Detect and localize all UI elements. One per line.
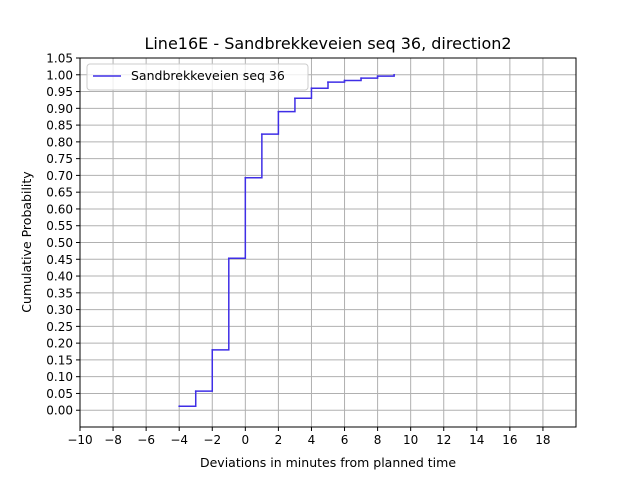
x-tick-label: 6 bbox=[341, 433, 349, 447]
data-point bbox=[194, 390, 197, 393]
y-tick-label: 0.60 bbox=[46, 202, 73, 216]
legend: Sandbrekkeveien seq 36 bbox=[86, 63, 309, 91]
data-point bbox=[327, 81, 329, 84]
y-tick-label: 0.45 bbox=[46, 253, 73, 267]
x-tick-label: 18 bbox=[535, 433, 550, 447]
x-tick-label: 4 bbox=[308, 433, 316, 447]
data-point bbox=[360, 77, 362, 80]
y-tick-label: 0.90 bbox=[46, 102, 73, 116]
y-tick-label: 0.85 bbox=[46, 119, 73, 133]
x-tick-label: −2 bbox=[203, 433, 221, 447]
series-lines bbox=[178, 73, 396, 408]
x-tick-label: 0 bbox=[242, 433, 250, 447]
x-tick-label: 10 bbox=[403, 433, 418, 447]
y-tick-label: 0.65 bbox=[46, 186, 73, 200]
y-tick-label: 0.50 bbox=[46, 236, 73, 250]
y-tick-label: 0.10 bbox=[46, 370, 73, 384]
y-tick-label: 0.35 bbox=[46, 286, 73, 300]
y-tick-label: 0.55 bbox=[46, 219, 73, 233]
x-tick-label: 8 bbox=[374, 433, 382, 447]
data-point bbox=[244, 176, 247, 179]
y-tick-label: 0.30 bbox=[46, 303, 73, 317]
x-tick-label: −10 bbox=[67, 433, 92, 447]
x-tick-label: −4 bbox=[170, 433, 188, 447]
x-axis-ticks: −10 −8 −6 −4 −2 0 2 4 6 8 10 12 14 16 18 bbox=[67, 427, 551, 447]
data-point bbox=[294, 97, 296, 100]
x-tick-label: 2 bbox=[275, 433, 283, 447]
x-tick-label: 14 bbox=[469, 433, 484, 447]
y-tick-label: 0.70 bbox=[46, 169, 73, 183]
x-tick-label: −8 bbox=[104, 433, 122, 447]
x-tick-label: −6 bbox=[137, 433, 155, 447]
y-tick-label: 0.25 bbox=[46, 320, 73, 334]
y-tick-label: 0.00 bbox=[46, 404, 73, 418]
y-tick-label: 0.15 bbox=[46, 353, 73, 367]
data-point bbox=[211, 348, 214, 351]
legend-label: Sandbrekkeveien seq 36 bbox=[131, 68, 285, 83]
y-tick-label: 1.05 bbox=[46, 52, 73, 66]
legend-box bbox=[86, 63, 309, 91]
y-tick-label: 0.75 bbox=[46, 152, 73, 166]
y-tick-label: 1.00 bbox=[46, 68, 73, 82]
data-point bbox=[260, 133, 263, 136]
data-point bbox=[227, 257, 230, 260]
x-tick-label: 16 bbox=[502, 433, 517, 447]
chart-title: Line16E - Sandbrekkeveien seq 36, direct… bbox=[144, 34, 511, 53]
data-point bbox=[310, 87, 313, 90]
y-tick-label: 0.40 bbox=[46, 270, 73, 284]
y-tick-label: 0.20 bbox=[46, 337, 73, 351]
grid-lines bbox=[79, 57, 576, 427]
data-point bbox=[393, 73, 396, 76]
y-axis-label: Cumulative Probability bbox=[19, 171, 34, 313]
x-tick-label: 12 bbox=[436, 433, 451, 447]
data-point bbox=[178, 405, 181, 408]
data-point bbox=[376, 75, 379, 78]
y-tick-label: 0.95 bbox=[46, 85, 73, 99]
y-tick-label: 0.05 bbox=[46, 387, 73, 401]
y-axis-ticks: 0.00 0.05 0.10 0.15 0.20 0.25 0.30 0.35 0.40 0.45… bbox=[46, 52, 80, 418]
data-point bbox=[277, 110, 280, 113]
data-point bbox=[343, 79, 346, 82]
y-tick-label: 0.80 bbox=[46, 135, 73, 149]
x-axis-label: Deviations in minutes from planned time bbox=[200, 455, 456, 470]
